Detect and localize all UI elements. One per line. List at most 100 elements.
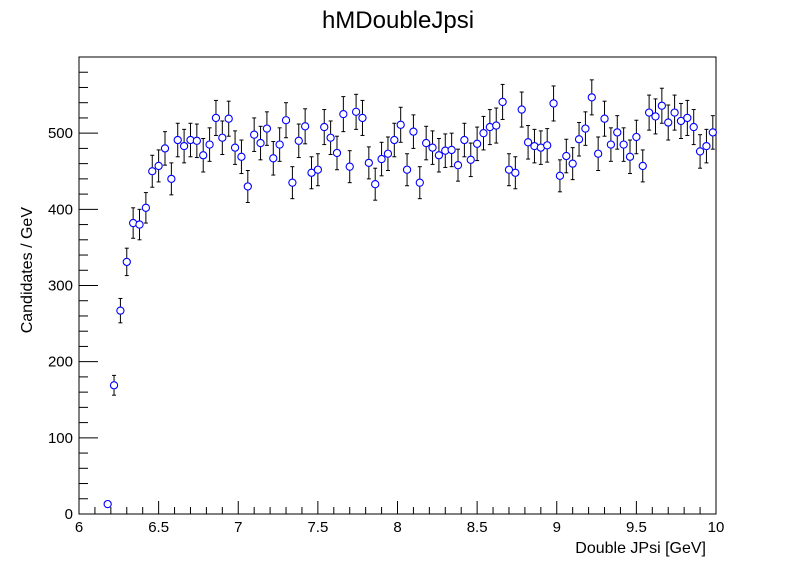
data-point: [428, 130, 437, 165]
x-tick-label: 9: [553, 519, 561, 536]
data-marker: [472, 139, 482, 148]
data-point: [345, 150, 354, 184]
data-point: [307, 156, 316, 190]
data-point: [568, 147, 577, 181]
x-tick-label: 8: [393, 519, 401, 536]
data-marker: [345, 162, 354, 171]
data-marker: [390, 135, 399, 145]
data-marker: [237, 152, 246, 161]
data-marker: [351, 107, 361, 116]
data-point: [332, 135, 342, 171]
data-marker: [670, 108, 679, 117]
data-point: [122, 247, 131, 277]
data-point: [492, 107, 501, 144]
data-point: [224, 100, 233, 137]
data-point: [536, 130, 545, 165]
data-point: [498, 83, 507, 120]
data-marker: [288, 178, 297, 187]
data-point: [409, 114, 418, 149]
data-marker: [224, 114, 233, 123]
data-point: [517, 91, 526, 128]
data-marker: [613, 128, 622, 137]
data-marker: [664, 118, 673, 127]
data-marker: [339, 109, 348, 119]
data-marker: [122, 257, 131, 267]
data-point: [294, 123, 303, 159]
data-marker: [549, 99, 558, 108]
x-tick-label: 7: [234, 519, 242, 536]
data-point: [230, 130, 240, 165]
data-marker: [313, 165, 323, 174]
y-tick-label: 500: [48, 125, 73, 142]
x-tick-label: 9.5: [626, 519, 647, 536]
x-tick-label: 8.5: [467, 519, 488, 536]
data-point: [116, 297, 125, 324]
data-point: [390, 122, 399, 158]
data-marker: [243, 182, 252, 191]
data-point: [135, 208, 144, 241]
data-marker: [498, 97, 507, 107]
data-marker: [568, 159, 577, 168]
data-marker: [606, 140, 616, 149]
data-point: [670, 94, 679, 131]
data-marker: [256, 138, 265, 148]
data-point: [300, 108, 310, 145]
data-marker: [116, 306, 125, 315]
data-point: [205, 127, 214, 162]
data-marker: [250, 130, 259, 139]
data-point: [351, 93, 361, 130]
data-point: [358, 99, 367, 136]
data-marker: [281, 116, 291, 125]
data-point: [619, 127, 628, 162]
data-point: [186, 122, 195, 158]
data-point: [555, 159, 565, 193]
data-point: [632, 119, 641, 155]
data-marker: [275, 140, 284, 149]
data-point: [218, 120, 227, 155]
data-marker: [320, 122, 329, 132]
data-marker: [402, 165, 412, 174]
data-marker: [543, 141, 552, 150]
data-marker: [447, 145, 456, 155]
data-point: [148, 154, 157, 188]
x-tick-label: 6.5: [148, 519, 169, 536]
data-marker: [492, 121, 501, 130]
data-marker: [695, 147, 705, 156]
data-point: [275, 127, 284, 162]
data-point: [109, 374, 119, 396]
data-point: [211, 99, 221, 136]
data-point: [199, 137, 208, 173]
data-marker: [517, 105, 526, 114]
data-point: [606, 127, 616, 162]
data-marker: [218, 133, 227, 142]
data-marker: [511, 168, 520, 177]
data-marker: [644, 108, 654, 117]
chart-title: hMDoubleJpsi: [322, 7, 474, 34]
data-marker: [702, 141, 711, 151]
data-point: [320, 109, 329, 146]
data-marker: [326, 133, 335, 142]
data-point: [689, 109, 698, 146]
data-point: [651, 98, 660, 135]
data-point: [479, 115, 488, 151]
data-marker: [199, 151, 208, 160]
data-point: [664, 104, 673, 141]
data-marker: [689, 122, 698, 132]
data-marker: [269, 154, 278, 163]
data-point: [587, 79, 596, 116]
data-marker: [657, 101, 667, 110]
data-point: [160, 131, 170, 166]
data-point: [472, 126, 482, 162]
data-marker: [422, 138, 431, 148]
x-axis-label: Double JPsi [GeV]: [575, 540, 706, 557]
data-marker: [428, 143, 437, 152]
data-point: [288, 166, 297, 200]
data-point: [453, 148, 463, 182]
data-point: [179, 128, 189, 164]
data-point: [625, 139, 635, 175]
data-marker: [600, 114, 609, 123]
data-marker: [562, 151, 571, 161]
data-marker: [141, 203, 151, 212]
data-marker: [587, 93, 596, 102]
